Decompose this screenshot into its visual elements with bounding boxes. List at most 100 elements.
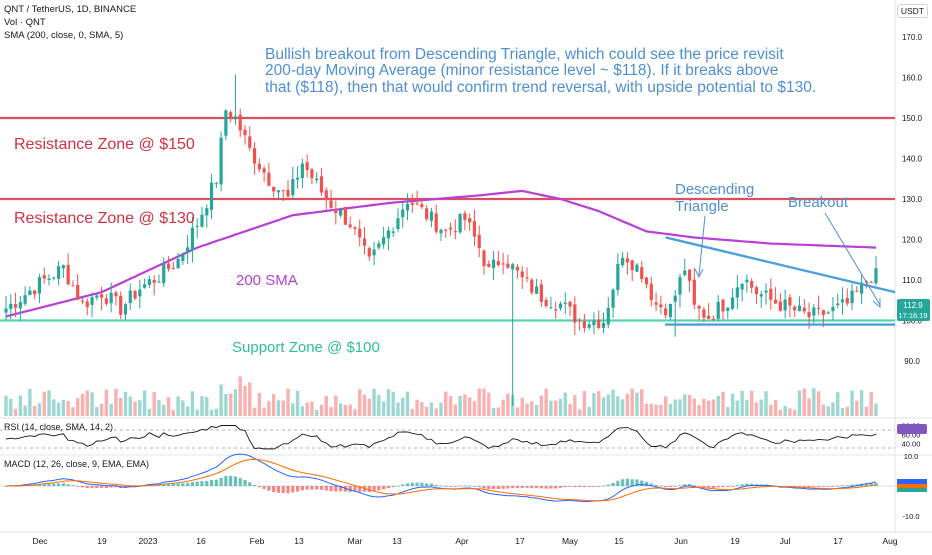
volume-bar — [324, 396, 328, 416]
macd-histogram-bar — [807, 486, 811, 488]
candle — [429, 207, 434, 228]
volume-bar — [869, 391, 873, 416]
candle-body — [85, 301, 89, 308]
macd-histogram-bar — [554, 486, 558, 489]
candle-body — [4, 308, 8, 313]
candle-body — [721, 299, 725, 312]
candle — [95, 294, 99, 301]
date-tick-label: Jun — [674, 536, 688, 546]
volume-bar — [769, 404, 773, 416]
candle-body — [534, 286, 539, 294]
macd-histogram-bar — [391, 486, 395, 488]
candle — [434, 204, 438, 234]
macd-histogram-bar — [544, 486, 548, 489]
date-tick-label: Feb — [250, 536, 265, 546]
volume-bar — [783, 405, 787, 416]
volume-bar — [152, 392, 156, 416]
volume-bar — [730, 393, 735, 416]
volume-bar — [200, 396, 204, 416]
volume-bar — [434, 408, 438, 416]
volume-bar — [128, 396, 132, 416]
macd-histogram-bar — [171, 483, 175, 486]
candle-body — [286, 189, 290, 197]
candle — [539, 279, 543, 308]
macd-tick-label: -10.0 — [902, 512, 919, 521]
volume-bar — [396, 402, 400, 416]
date-tick-label: 16 — [196, 536, 206, 546]
volume-bar — [401, 397, 405, 416]
macd-histogram-bar — [286, 486, 290, 494]
candle-body — [821, 310, 825, 315]
candle-body — [195, 225, 199, 227]
macd-histogram-bar — [61, 483, 65, 486]
volume-bar — [778, 409, 783, 416]
candle-body — [506, 263, 510, 268]
volume-bar — [864, 406, 869, 416]
candle-body — [582, 321, 586, 329]
volume-bar — [692, 398, 697, 416]
candle — [582, 313, 586, 333]
volume-bar — [640, 389, 644, 416]
candle-body — [114, 292, 118, 297]
volume-bar — [855, 400, 859, 416]
candle — [573, 296, 577, 336]
candle-body — [123, 304, 128, 315]
macd-badges — [897, 479, 927, 492]
date-tick-label: Jul — [780, 536, 791, 546]
candle-body — [405, 203, 410, 211]
volume-bar — [573, 395, 577, 416]
candle — [66, 253, 70, 286]
triangle-upper-line — [665, 236, 896, 294]
candle-body — [119, 295, 123, 315]
macd-histogram-bar — [339, 486, 343, 492]
macd-histogram-bar — [109, 486, 113, 488]
volume-bar — [515, 407, 520, 416]
candle-body — [525, 277, 529, 279]
macd-histogram-bar — [630, 479, 634, 486]
candle — [138, 279, 142, 309]
macd-histogram-bar — [511, 486, 515, 489]
candle-body — [687, 269, 692, 281]
triangle-label-line-2: Triangle — [675, 198, 729, 215]
volume-bar — [166, 397, 171, 416]
candle-body — [649, 283, 653, 301]
candle — [444, 228, 448, 238]
currency-button[interactable]: USDT — [896, 4, 928, 18]
volume-bar — [271, 394, 276, 416]
macd-histogram-bar — [740, 484, 744, 486]
volume-bar — [467, 397, 472, 416]
candle — [601, 312, 606, 334]
volume-bar — [749, 390, 754, 416]
volume-bar — [850, 390, 854, 416]
price-tick-label: 150.0 — [902, 114, 923, 123]
candle — [195, 218, 199, 239]
candle-body — [71, 285, 75, 287]
candle-body — [869, 282, 873, 284]
candle — [243, 125, 247, 145]
macd-histogram-bar — [625, 478, 629, 486]
candle-body — [420, 204, 424, 208]
candle — [568, 300, 572, 317]
candle-body — [205, 208, 209, 216]
candle-body — [138, 289, 142, 297]
volume-bar — [759, 399, 763, 416]
candle-body — [764, 290, 768, 293]
volume-bar — [797, 390, 802, 416]
volume-bar — [530, 401, 534, 416]
candle-body — [702, 309, 706, 318]
macd-histogram-bar — [496, 486, 500, 490]
candle-body — [109, 292, 113, 304]
macd-histogram-bar — [721, 486, 725, 488]
triangle-label-line-1: Descending — [675, 181, 754, 198]
candle-body — [463, 213, 467, 220]
volume-bar — [649, 403, 653, 416]
last-price-countdown: 17:16:19 — [898, 311, 927, 320]
candle-body — [664, 308, 668, 316]
price-tick-label: 110.0 — [902, 276, 922, 285]
volume-bar — [726, 406, 730, 416]
candle — [754, 285, 759, 304]
candle — [730, 288, 735, 311]
volume-bar — [147, 408, 152, 416]
macd-histogram-bar — [104, 486, 108, 489]
macd-histogram-bar — [85, 486, 89, 489]
